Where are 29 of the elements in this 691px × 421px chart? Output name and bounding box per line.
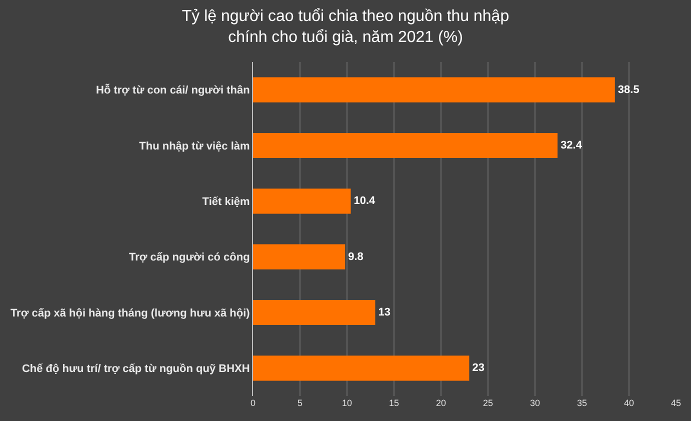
y-tick-label: Chế độ hưu trí/ trợ cấp từ nguồn quỹ BHXH: [22, 363, 250, 376]
x-tick-label: 45: [670, 398, 682, 408]
y-tick-label: Tiết kiệm: [202, 196, 250, 208]
bar: [253, 77, 615, 102]
bar: [253, 244, 346, 270]
x-tick-label: 0: [250, 398, 256, 408]
y-tick-label: Trợ cấp xã hội hàng tháng (lương hưu xã hội): [10, 307, 250, 320]
data-label: 10.4: [354, 195, 376, 208]
x-tick-label: 30: [530, 398, 540, 408]
x-tick-label: 35: [576, 398, 588, 408]
chart-title: Tỷ lệ người cao tuổi chia theo nguồn thu nhập chính cho tuổi già, năm 2021 (%): [182, 8, 510, 46]
data-label: 13: [378, 306, 390, 318]
data-label: 32.4: [560, 140, 583, 152]
bar: [253, 300, 376, 326]
x-tick-label: 15: [388, 398, 400, 408]
data-label: 9.8: [348, 250, 364, 263]
x-tick-label: 20: [436, 398, 446, 408]
bar: [253, 356, 470, 381]
x-tick-label: 10: [342, 398, 352, 408]
y-tick-label: Hỗ trợ từ con cái/ người thân: [96, 84, 250, 97]
y-tick-label: Trợ cấp người có công: [129, 252, 250, 264]
x-tick-label: 40: [624, 398, 634, 408]
y-tick-label: Thu nhập từ việc làm: [139, 140, 250, 152]
x-tick-label: 5: [297, 398, 303, 408]
data-label: 23: [472, 362, 484, 374]
bar: [253, 188, 351, 214]
x-tick-label: 25: [482, 398, 494, 408]
data-label: 38.5: [618, 84, 640, 96]
bar: [253, 132, 558, 158]
